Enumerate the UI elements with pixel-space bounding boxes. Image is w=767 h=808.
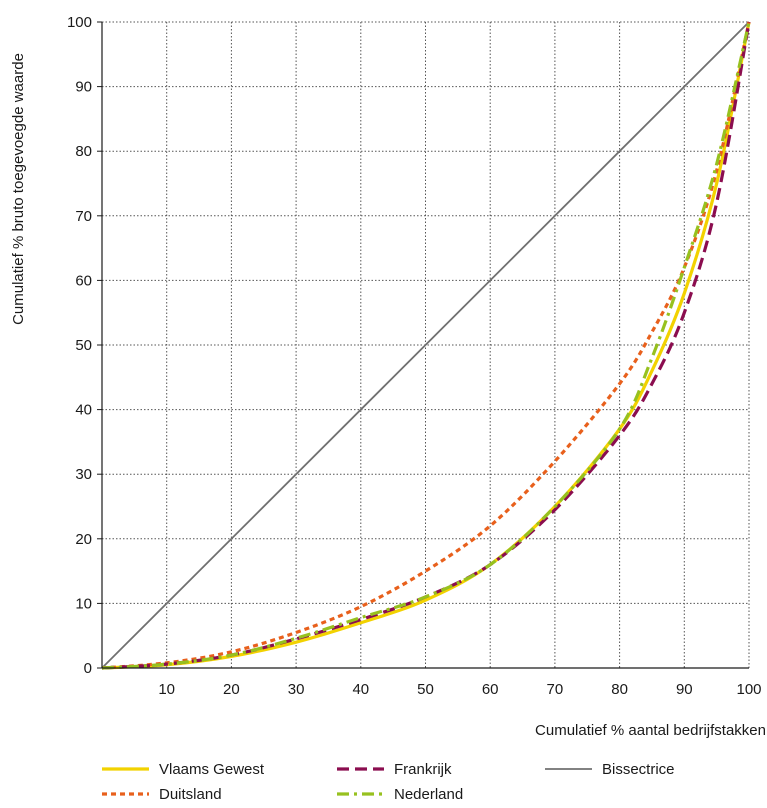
legend-label-vlaams-gewest: Vlaams Gewest	[159, 761, 265, 778]
series-line-bissectrice	[101, 21, 750, 669]
y-tick-label: 70	[75, 208, 92, 225]
y-tick-label: 90	[75, 79, 92, 96]
x-tick-label: 90	[676, 681, 693, 698]
y-tick-label: 40	[75, 402, 92, 419]
x-tick-label: 30	[288, 681, 305, 698]
series-line-nederland	[101, 21, 751, 670]
legend-label-frankrijk: Frankrijk	[394, 761, 452, 778]
x-tick-label: 50	[417, 681, 434, 698]
x-tick-label: 20	[223, 681, 240, 698]
x-tick-label: 40	[352, 681, 369, 698]
y-tick-label: 10	[75, 595, 92, 612]
x-tick-label: 100	[736, 681, 761, 698]
series-line-duitsland	[101, 21, 751, 670]
y-tick-label: 80	[75, 143, 92, 160]
legend: Vlaams Gewest Frankrijk Bissectrice Duitsla…	[102, 761, 675, 803]
y-tick-label: 100	[67, 14, 92, 31]
x-tick-label: 80	[611, 681, 628, 698]
x-tick-label: 70	[547, 681, 564, 698]
tick-labels: 10 20 30 40 50 60 70 80 90 100 0 10 20 30 40 50 60 70 80 90…	[67, 14, 762, 698]
y-axis-title: Cumulatief % bruto toegevoegde waarde	[10, 53, 27, 325]
legend-label-nederland: Nederland	[394, 786, 463, 803]
y-tick-label: 50	[75, 337, 92, 354]
y-tick-label: 30	[75, 466, 92, 483]
series-lines	[101, 21, 751, 670]
legend-label-duitsland: Duitsland	[159, 786, 222, 803]
y-tick-label: 60	[75, 272, 92, 289]
legend-label-bissectrice: Bissectrice	[602, 761, 675, 778]
y-tick-label: 20	[75, 531, 92, 548]
x-tick-label: 60	[482, 681, 499, 698]
x-axis-title: Cumulatief % aantal bedrijfstakken	[535, 722, 766, 739]
x-tick-label: 10	[158, 681, 175, 698]
axes	[97, 21, 749, 669]
y-tick-label: 0	[84, 660, 92, 677]
